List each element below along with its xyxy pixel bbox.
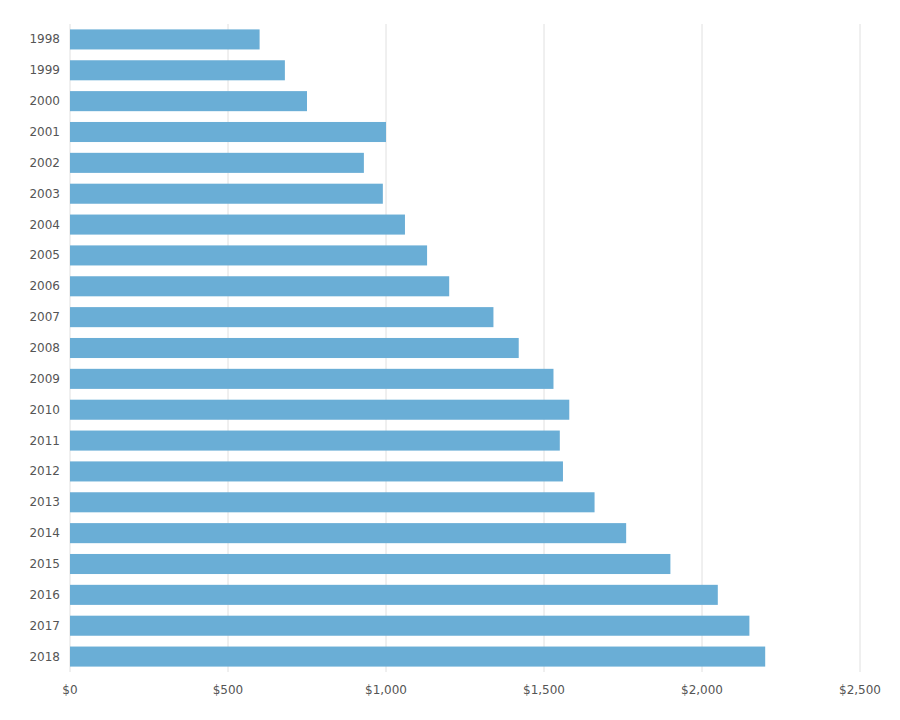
bar [70, 616, 749, 636]
x-tick-label: $1,500 [523, 683, 565, 697]
grid [70, 24, 860, 672]
y-tick-label: 2018 [29, 650, 60, 664]
y-tick-label: 2015 [29, 557, 60, 571]
bar [70, 60, 285, 80]
bar [70, 91, 307, 111]
bar [70, 215, 405, 235]
bar [70, 400, 569, 420]
y-tick-label: 1999 [29, 63, 60, 77]
bar [70, 307, 493, 327]
bar [70, 461, 563, 481]
grid-line [544, 24, 545, 672]
y-tick-label: 2004 [29, 218, 60, 232]
bar [70, 554, 670, 574]
y-tick-label: 2008 [29, 341, 60, 355]
y-tick-label: 2003 [29, 187, 60, 201]
grid-line [860, 24, 861, 672]
bar [70, 276, 449, 296]
bar [70, 585, 718, 605]
x-tick-label: $2,500 [839, 683, 881, 697]
y-tick-label: 2016 [29, 588, 60, 602]
y-tick-label: 2011 [29, 434, 60, 448]
bar [70, 369, 553, 389]
chart-container: $0 $500 $1,000 $1,500 $2,000 $2,500 1998 1999 20… [0, 0, 900, 720]
y-tick-label: 2001 [29, 125, 60, 139]
page: {"chart_data": {"type": "bar", "orientat… [0, 0, 900, 720]
bar [70, 338, 519, 358]
y-tick-label: 2017 [29, 619, 60, 633]
y-tick-label: 2014 [29, 526, 60, 540]
bar [70, 647, 765, 667]
bar [70, 245, 427, 265]
y-tick-label: 2009 [29, 372, 60, 386]
y-axis: 1998 1999 2000 2001 2002 2003 2004 2005 2006 2007… [29, 32, 60, 663]
y-tick-label: 2006 [29, 279, 60, 293]
bars [70, 29, 765, 666]
y-tick-label: 2007 [29, 310, 60, 324]
bar [70, 431, 560, 451]
x-axis: $0 $500 $1,000 $1,500 $2,000 $2,500 [62, 683, 881, 697]
x-tick-label: $2,000 [681, 683, 723, 697]
x-tick-label: $0 [62, 683, 77, 697]
bar [70, 523, 626, 543]
bar [70, 153, 364, 173]
y-tick-label: 2010 [29, 403, 60, 417]
x-tick-label: $1,000 [365, 683, 407, 697]
y-tick-label: 2005 [29, 248, 60, 262]
chart: $0 $500 $1,000 $1,500 $2,000 $2,500 1998 1999 20… [0, 0, 900, 720]
y-tick-label: 2012 [29, 464, 60, 478]
y-tick-label: 2013 [29, 495, 60, 509]
grid-line [702, 24, 703, 672]
x-tick-label: $500 [213, 683, 244, 697]
y-tick-label: 1998 [29, 32, 60, 46]
bar [70, 122, 386, 142]
bar [70, 492, 595, 512]
bar [70, 29, 260, 49]
bar [70, 184, 383, 204]
y-tick-label: 2002 [29, 156, 60, 170]
y-tick-label: 2000 [29, 94, 60, 108]
